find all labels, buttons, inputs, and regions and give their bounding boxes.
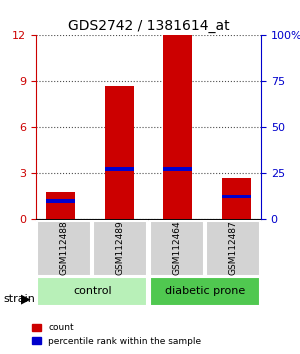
FancyBboxPatch shape — [150, 221, 204, 276]
Bar — [163, 35, 192, 219]
Text: control: control — [73, 286, 112, 296]
Text: GSM112487: GSM112487 — [228, 221, 237, 275]
Text: GSM112488: GSM112488 — [60, 221, 69, 275]
Bar — [222, 178, 251, 219]
Bar — [46, 199, 75, 203]
FancyBboxPatch shape — [150, 277, 260, 306]
FancyBboxPatch shape — [37, 277, 147, 306]
Bar — [163, 167, 192, 171]
FancyBboxPatch shape — [93, 221, 147, 276]
FancyBboxPatch shape — [206, 221, 260, 276]
Text: GSM112464: GSM112464 — [172, 221, 181, 275]
Title: GDS2742 / 1381614_at: GDS2742 / 1381614_at — [68, 19, 229, 33]
Text: strain: strain — [3, 294, 35, 304]
Text: GSM112489: GSM112489 — [116, 221, 125, 275]
FancyBboxPatch shape — [37, 221, 91, 276]
Text: diabetic prone: diabetic prone — [165, 286, 245, 296]
Bar — [105, 86, 134, 219]
Bar — [105, 167, 134, 171]
Legend: count, percentile rank within the sample: count, percentile rank within the sample — [28, 320, 205, 349]
Bar — [46, 192, 75, 219]
Bar — [222, 195, 251, 198]
Text: ▶: ▶ — [21, 293, 31, 306]
